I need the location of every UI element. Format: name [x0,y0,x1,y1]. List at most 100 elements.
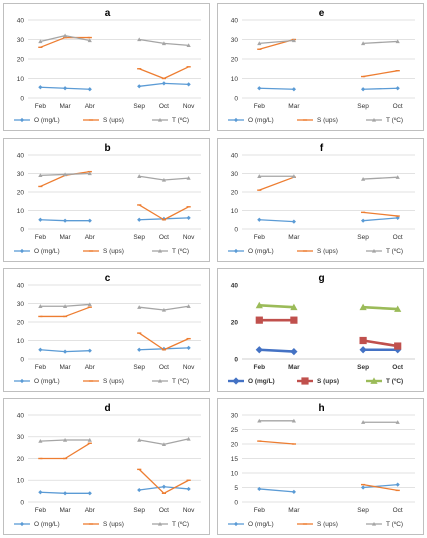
series-line-segment [163,347,189,350]
data-point [137,37,142,42]
series-line-segment [64,306,91,318]
y-tick-label: 0 [20,499,24,506]
y-tick-label: 30 [17,37,25,44]
legend-label: S (ups) [103,378,124,385]
data-point [87,218,92,223]
x-tick-label: Mar [288,507,300,514]
data-point [291,174,296,178]
y-tick-label: 10 [17,478,25,485]
y-tick-label: 20 [231,189,239,196]
legend-swatch-marker [370,377,378,384]
x-tick-label: Oct [393,103,403,110]
legend-swatch-marker [157,521,163,526]
data-point [137,347,142,352]
data-point [137,487,142,493]
series-line-segment [40,174,66,188]
series-line-segment [139,38,165,45]
series-line-segment [64,442,91,460]
legend-label: O (mg/L) [34,521,60,528]
legend-label: T (ºC) [386,378,403,385]
x-tick-label: Sep [357,507,369,514]
series-line-segment [163,338,189,351]
series-line-segment [64,34,90,42]
data-point [359,346,367,354]
data-point [137,174,142,178]
data-point [161,484,167,489]
x-tick-label: Nov [183,103,195,110]
series-line-segment [40,439,66,442]
data-point [62,437,68,442]
legend-label: O (mg/L) [34,117,60,124]
legend-label: S (ups) [103,117,124,124]
data-point [257,174,262,178]
series-line-segment [65,172,90,176]
legend-label: S (ups) [317,248,338,255]
y-tick-label: 30 [231,412,239,419]
series-line-segment [259,488,294,493]
x-tick-label: Sep [133,234,145,241]
data-point [38,347,43,352]
data-point [361,485,366,490]
legend-label: S (ups) [317,521,338,528]
chart-title: c [105,273,111,284]
x-tick-label: Nov [183,234,195,241]
x-tick-label: Mar [288,103,300,110]
legend-swatch-marker [371,117,377,122]
legend-swatch-marker [301,377,309,385]
data-point [87,437,92,442]
data-point [161,177,167,182]
chart-panel-g: g 0 20 40 Feb Mar Sep Oct O (mg/L) S (ups) T (ºC) [217,268,424,392]
data-point [87,171,92,176]
series-line-segment [138,68,165,80]
legend-label: T (ºC) [172,378,189,385]
x-tick-label: Sep [133,364,145,371]
series-line-segment [362,70,398,78]
data-point [255,301,263,309]
chart-panel-e: e 0 10 20 30 40 Feb Mar Sep Oct O (mg/L) S (ups) T (… [217,3,424,131]
x-tick-label: Mar [59,507,71,514]
legend-swatch-marker [19,117,25,123]
y-tick-label: 20 [231,56,239,63]
x-tick-label: Abr [85,103,96,110]
data-point [137,305,142,309]
series-line-segment [40,34,66,43]
legend-label: T (ºC) [386,521,403,528]
legend-swatch-marker [371,521,377,526]
chart-title: d [104,403,110,414]
legend-label: T (ºC) [386,248,403,255]
y-tick-label: 10 [17,338,25,345]
legend-label: S (ups) [103,248,124,255]
y-tick-label: 25 [231,427,239,434]
series-line-segment [362,339,398,348]
x-tick-label: Oct [159,507,169,514]
x-tick-label: Abr [85,507,96,514]
series-line-segment [163,438,189,445]
data-point [62,218,68,223]
data-point [257,41,262,46]
series-line-segment [40,86,66,89]
y-tick-label: 30 [17,171,25,178]
x-tick-label: Mar [59,103,71,110]
legend-label: T (ºC) [172,117,189,124]
data-point [257,418,262,423]
y-tick-label: 40 [17,17,25,24]
y-tick-label: 30 [17,301,25,308]
series-line-segment [65,303,90,307]
data-point [161,41,167,46]
x-tick-label: Feb [254,364,266,371]
x-tick-label: Oct [159,234,169,241]
data-point [38,490,43,495]
data-point [395,175,400,179]
series-line-segment [40,219,66,222]
legend-label: S (ups) [103,521,124,528]
series-line-segment [138,332,165,351]
chart-title: h [318,403,324,414]
chart-panel-a: a 0 10 20 30 40 Feb Mar Abr Sep Oct Nov O (mg/L) S (u… [3,3,210,131]
data-point [38,173,43,178]
y-tick-label: 0 [20,356,24,363]
data-point [137,84,142,89]
x-tick-label: Nov [183,364,195,371]
x-tick-label: Sep [133,103,145,110]
series-line-segment [139,218,164,221]
data-point [38,304,43,308]
